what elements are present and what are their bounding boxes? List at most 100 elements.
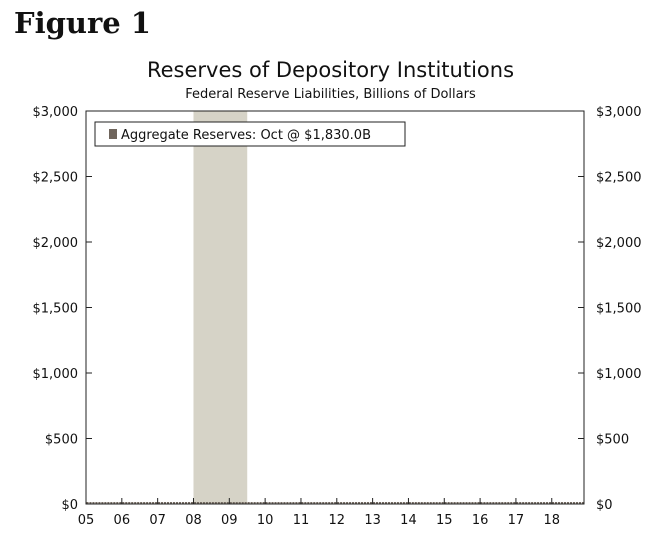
- x-tick-label: 16: [472, 513, 489, 528]
- reserves-bar: [328, 502, 331, 504]
- reserves-bar: [549, 502, 552, 504]
- reserves-bar: [372, 502, 376, 504]
- reserves-bar: [122, 502, 125, 504]
- chart-subtitle: Federal Reserve Liabilities, Billions of…: [185, 87, 476, 102]
- reserves-bar: [307, 502, 310, 504]
- reserves-bar: [164, 502, 167, 504]
- reserves-bar: [289, 502, 292, 504]
- reserves-bar: [241, 502, 244, 504]
- y-tick-label-right: $0: [596, 498, 613, 513]
- reserves-bar: [507, 502, 510, 504]
- reserves-bar: [551, 502, 555, 504]
- reserves-bar: [149, 502, 152, 504]
- reserves-bar: [286, 502, 289, 504]
- reserves-bar: [202, 502, 205, 504]
- y-tick-label-right: $1,500: [596, 302, 642, 317]
- reserves-bar: [196, 502, 199, 504]
- reserves-bar: [301, 502, 304, 504]
- reserves-bar: [250, 502, 253, 504]
- reserves-bar: [256, 502, 259, 504]
- reserves-bar: [438, 502, 441, 504]
- x-tick-label: 06: [114, 513, 131, 528]
- reserves-bar: [119, 502, 122, 504]
- reserves-bar: [462, 502, 465, 504]
- reserves-bar: [498, 502, 501, 504]
- reserves-bar: [531, 502, 534, 504]
- reserves-bar: [283, 502, 286, 504]
- reserves-bar: [143, 502, 146, 504]
- y-tick-label-right: $500: [596, 433, 629, 448]
- reserves-bar: [89, 502, 92, 504]
- reserves-bar: [447, 502, 450, 504]
- reserves-bar: [155, 502, 158, 504]
- reserves-bar: [208, 502, 211, 504]
- legend-box: [94, 121, 406, 147]
- reserves-bar: [167, 502, 170, 504]
- reserves-bar: [113, 502, 116, 504]
- reserves-bar: [569, 502, 573, 504]
- reserves-bar: [477, 502, 480, 504]
- reserves-bar: [516, 502, 519, 504]
- reserves-bar: [575, 502, 579, 504]
- reserves-bar: [134, 502, 137, 504]
- reserves-bar: [420, 502, 423, 504]
- reserves-bar: [435, 502, 438, 504]
- reserves-bar: [325, 502, 328, 504]
- reserves-bar: [334, 502, 337, 504]
- reserves-bar: [271, 502, 274, 504]
- reserves-bar: [313, 502, 316, 504]
- reserves-bar: [316, 502, 319, 504]
- reserves-bar: [238, 502, 241, 504]
- x-tick-label: 12: [329, 513, 346, 528]
- reserves-bar: [104, 502, 107, 504]
- reserves-bar: [262, 502, 265, 504]
- reserves-bar: [322, 502, 325, 504]
- reserves-bar: [358, 502, 361, 504]
- reserves-bar: [178, 502, 182, 504]
- reserves-bar: [468, 502, 471, 504]
- reserves-bar: [131, 502, 134, 504]
- reserves-bar: [381, 502, 385, 504]
- reserves-bar: [513, 502, 516, 504]
- reserves-bar: [423, 502, 426, 504]
- y-tick-label-left: $2,500: [33, 171, 79, 186]
- reserves-bar: [387, 502, 390, 504]
- reserves-bar: [217, 502, 220, 504]
- reserves-bar: [349, 502, 352, 504]
- reserves-bar: [214, 502, 217, 504]
- reserves-bar: [540, 502, 543, 504]
- reserves-bar: [465, 502, 468, 504]
- reserves-bar: [304, 502, 307, 504]
- reserves-bar: [519, 502, 522, 504]
- reserves-bar: [444, 502, 447, 504]
- x-tick-label: 07: [149, 513, 166, 528]
- y-tick-label-left: $2,000: [33, 236, 79, 251]
- reserves-bar: [343, 502, 346, 504]
- reserves-bar: [534, 502, 537, 504]
- reserves-bar: [211, 502, 214, 504]
- reserves-bar: [140, 502, 143, 504]
- legend-label: Aggregate Reserves: Oct @ $1,830.0B: [121, 128, 371, 143]
- reserves-bar: [161, 502, 164, 504]
- legend-swatch: [109, 129, 117, 139]
- y-tick-label-left: $1,000: [33, 367, 79, 382]
- reserves-bar: [268, 502, 271, 504]
- reserves-bar: [522, 502, 525, 504]
- reserves-bar: [504, 502, 507, 504]
- reserves-bar: [474, 502, 477, 504]
- reserves-bar: [232, 502, 235, 504]
- reserves-bar: [411, 502, 414, 504]
- reserves-bar: [172, 502, 176, 504]
- reserves-bar: [310, 502, 313, 504]
- reserves-bar: [175, 502, 179, 504]
- reserves-bar: [402, 502, 405, 504]
- reserves-bar: [486, 502, 489, 504]
- reserves-bar: [459, 502, 462, 504]
- reserves-bar: [92, 502, 95, 504]
- reserves-bar: [220, 502, 223, 504]
- reserves-bar: [471, 502, 474, 504]
- reserves-bar: [360, 502, 364, 504]
- x-tick-label: 14: [400, 513, 417, 528]
- reserves-bar: [205, 502, 208, 504]
